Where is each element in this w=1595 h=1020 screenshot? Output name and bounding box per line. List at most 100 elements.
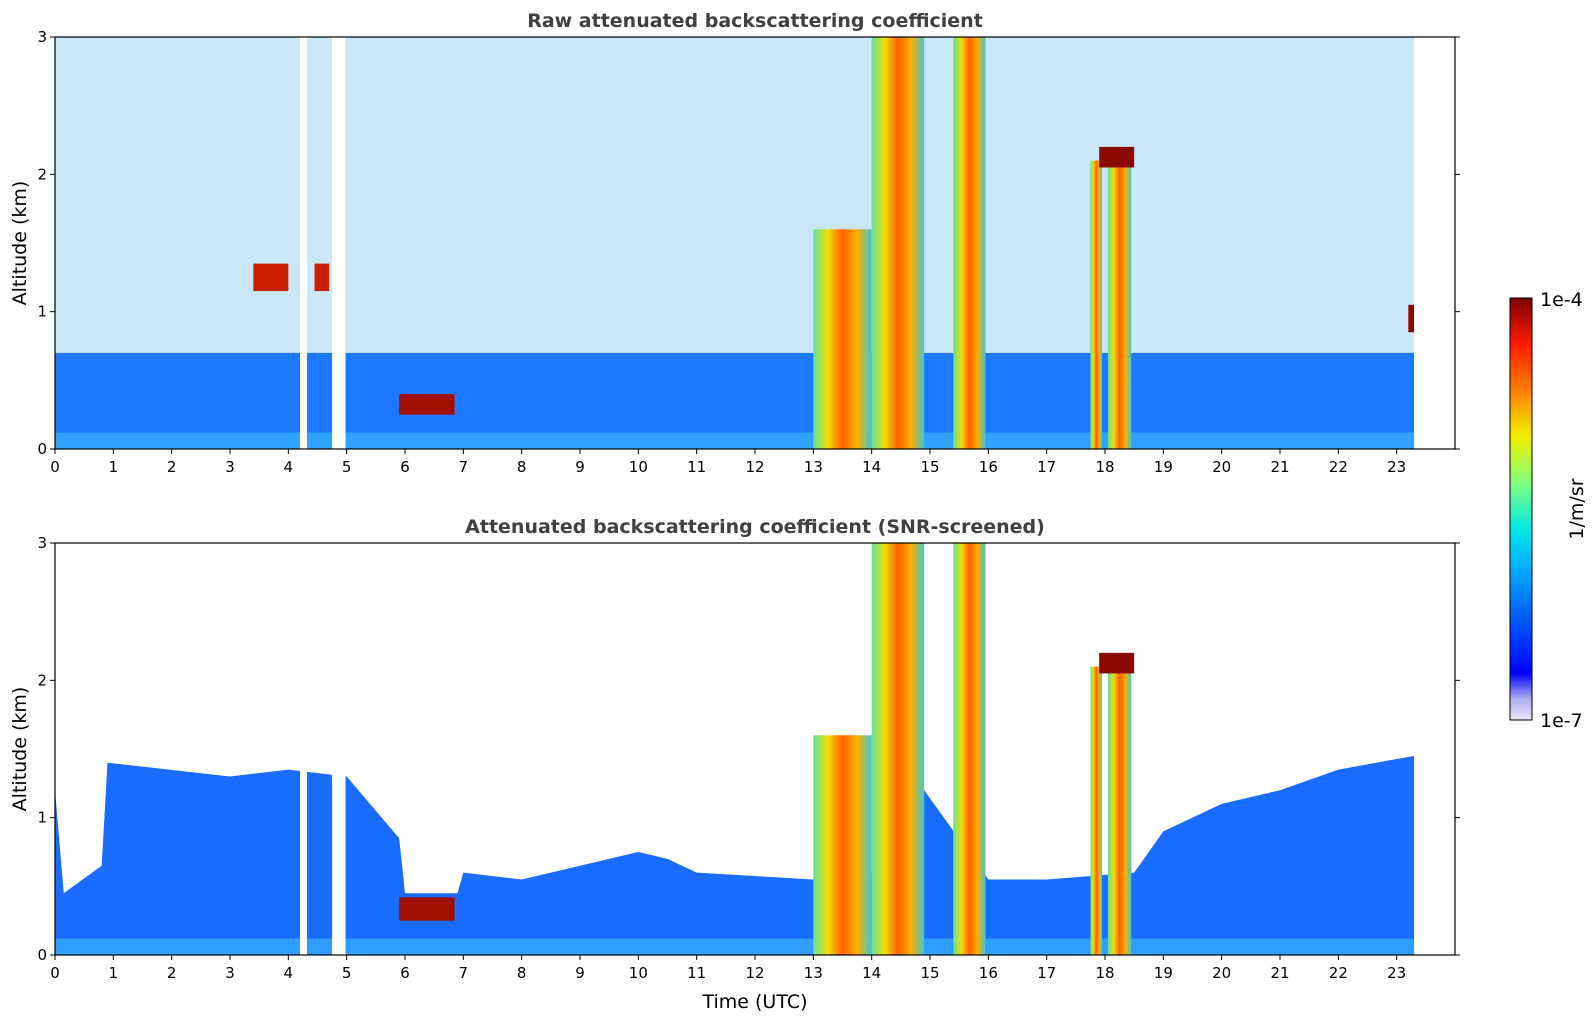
x-tick-label: 1 bbox=[109, 458, 119, 476]
x-tick-label: 20 bbox=[1212, 458, 1231, 476]
x-tick-label: 20 bbox=[1212, 964, 1231, 982]
precipitation bbox=[1090, 160, 1103, 449]
x-tick-label: 23 bbox=[1387, 964, 1406, 982]
x-tick-label: 17 bbox=[1037, 458, 1056, 476]
x-tick-label: 2 bbox=[167, 964, 177, 982]
precipitation bbox=[1090, 666, 1103, 955]
surface-layer bbox=[55, 938, 1415, 955]
precipitation bbox=[813, 229, 872, 449]
x-tick-label: 9 bbox=[575, 458, 585, 476]
y-tick-label: 1 bbox=[37, 303, 47, 321]
y-tick-label: 0 bbox=[37, 440, 47, 458]
data-gap bbox=[300, 543, 307, 955]
precipitation bbox=[871, 37, 925, 449]
colorbar-gradient bbox=[1509, 297, 1533, 721]
precipitation bbox=[953, 543, 986, 955]
panel-screened-axes: 0 1 2 3 4 5 6 7 8 9 10 11 12 13 14 15 16 17 18 19 20 21 22 2301… bbox=[37, 534, 1460, 982]
panel-screened-xlabel: Time (UTC) bbox=[701, 991, 807, 1013]
panel-raw: Raw attenuated backscattering coefficien… bbox=[9, 10, 1460, 476]
x-tick-label: 18 bbox=[1095, 964, 1114, 982]
x-tick-label: 8 bbox=[517, 964, 527, 982]
x-tick-label: 6 bbox=[400, 458, 410, 476]
noise-region bbox=[55, 37, 1415, 353]
y-tick-label: 3 bbox=[37, 28, 47, 46]
x-tick-label: 14 bbox=[862, 458, 881, 476]
y-tick-label: 1 bbox=[37, 809, 47, 827]
data-gap bbox=[300, 37, 307, 449]
x-tick-label: 16 bbox=[979, 458, 998, 476]
x-tick-label: 5 bbox=[342, 964, 352, 982]
thin-cloud bbox=[253, 263, 289, 292]
x-tick-label: 12 bbox=[745, 458, 764, 476]
panel-raw-axes: 0 1 2 3 4 5 6 7 8 9 10 11 12 13 14 15 16 17 18 19 20 21 22 2301… bbox=[37, 28, 1460, 476]
x-tick-label: 5 bbox=[342, 458, 352, 476]
panel-raw-title: Raw attenuated backscattering coefficien… bbox=[527, 10, 983, 32]
x-tick-label: 4 bbox=[284, 964, 294, 982]
panel-screened-title: Attenuated backscattering coefficient (S… bbox=[465, 516, 1045, 538]
x-tick-label: 23 bbox=[1387, 458, 1406, 476]
thin-cloud bbox=[314, 263, 330, 292]
x-tick-label: 16 bbox=[979, 964, 998, 982]
x-tick-label: 12 bbox=[745, 964, 764, 982]
x-tick-label: 7 bbox=[459, 964, 469, 982]
no-data-region bbox=[1414, 37, 1455, 449]
x-tick-label: 17 bbox=[1037, 964, 1056, 982]
data-gap bbox=[332, 543, 346, 955]
x-tick-label: 8 bbox=[517, 458, 527, 476]
x-tick-label: 9 bbox=[575, 964, 585, 982]
x-tick-label: 19 bbox=[1154, 458, 1173, 476]
x-tick-label: 13 bbox=[804, 458, 823, 476]
x-tick-label: 14 bbox=[862, 964, 881, 982]
y-tick-label: 0 bbox=[37, 946, 47, 964]
precipitation bbox=[953, 37, 986, 449]
x-tick-label: 6 bbox=[400, 964, 410, 982]
panel-screened: Attenuated backscattering coefficient (S… bbox=[9, 516, 1460, 1013]
x-tick-label: 22 bbox=[1329, 964, 1348, 982]
cloud-layer bbox=[1099, 146, 1135, 168]
y-tick-label: 2 bbox=[37, 671, 47, 689]
precipitation bbox=[871, 543, 925, 955]
x-tick-label: 11 bbox=[687, 458, 706, 476]
x-tick-label: 21 bbox=[1270, 964, 1289, 982]
colorbar-max-label: 1e-4 bbox=[1540, 289, 1583, 311]
x-tick-label: 1 bbox=[109, 964, 119, 982]
x-tick-label: 2 bbox=[167, 458, 177, 476]
x-tick-label: 15 bbox=[920, 458, 939, 476]
panel-raw-heatmap bbox=[55, 37, 1455, 449]
x-tick-label: 21 bbox=[1270, 458, 1289, 476]
y-tick-label: 2 bbox=[37, 165, 47, 183]
panel-screened-heatmap bbox=[55, 543, 1455, 955]
low-cloud bbox=[399, 394, 455, 415]
x-tick-label: 10 bbox=[629, 458, 648, 476]
surface-layer bbox=[55, 432, 1415, 449]
x-tick-label: 0 bbox=[50, 458, 60, 476]
x-tick-label: 0 bbox=[50, 964, 60, 982]
x-tick-label: 3 bbox=[225, 458, 235, 476]
low-cloud bbox=[399, 897, 455, 921]
colorbar-min-label: 1e-7 bbox=[1540, 710, 1583, 732]
cloud-layer bbox=[1408, 304, 1415, 333]
x-tick-label: 11 bbox=[687, 964, 706, 982]
precipitation bbox=[1107, 160, 1132, 449]
data-gap bbox=[332, 37, 346, 449]
x-tick-label: 7 bbox=[459, 458, 469, 476]
x-tick-label: 13 bbox=[804, 964, 823, 982]
colorbar-unit-label: 1/m/sr bbox=[1566, 478, 1588, 539]
no-data-region bbox=[1414, 543, 1455, 955]
x-tick-label: 3 bbox=[225, 964, 235, 982]
colorbar: 1e-4 1e-7 1/m/sr bbox=[1509, 289, 1588, 732]
y-tick-label: 3 bbox=[37, 534, 47, 552]
cloud-layer bbox=[1099, 652, 1135, 674]
precipitation bbox=[1107, 666, 1132, 955]
x-tick-label: 19 bbox=[1154, 964, 1173, 982]
panel-screened-ylabel: Altitude (km) bbox=[9, 687, 31, 812]
x-tick-label: 18 bbox=[1095, 458, 1114, 476]
screened-aerosol-region bbox=[55, 755, 1415, 955]
precipitation bbox=[813, 735, 872, 955]
panel-raw-ylabel: Altitude (km) bbox=[9, 181, 31, 306]
x-tick-label: 4 bbox=[284, 458, 294, 476]
x-tick-label: 22 bbox=[1329, 458, 1348, 476]
x-tick-label: 10 bbox=[629, 964, 648, 982]
x-tick-label: 15 bbox=[920, 964, 939, 982]
